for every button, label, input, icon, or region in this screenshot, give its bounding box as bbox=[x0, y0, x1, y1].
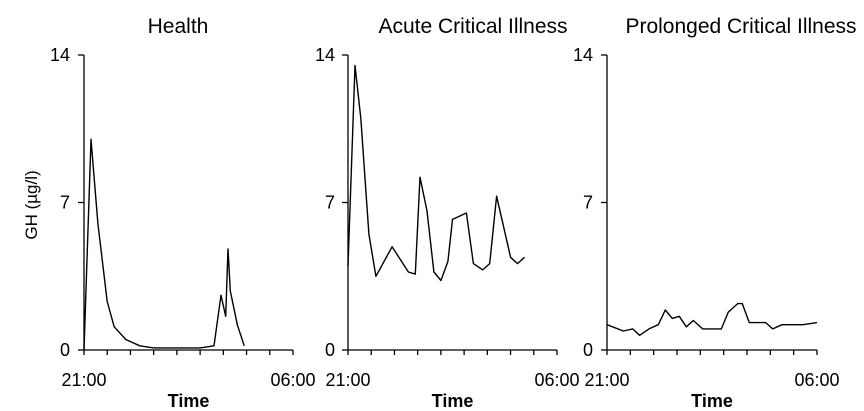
x-tick-label: 21:00 bbox=[325, 370, 370, 390]
chart-panel-1: Health 0 7 14 21:00 06:00 Time bbox=[50, 15, 316, 411]
y-tick-label: 0 bbox=[325, 340, 335, 360]
y-tick-label: 7 bbox=[60, 193, 70, 213]
y-tick-label: 14 bbox=[573, 45, 593, 65]
x-tick-label: 21:00 bbox=[584, 370, 629, 390]
y-tick-label: 0 bbox=[60, 340, 70, 360]
x-axis-label: Time bbox=[432, 391, 474, 411]
x-axis-label: Time bbox=[691, 391, 733, 411]
y-tick-label: 7 bbox=[325, 193, 335, 213]
y-tick-label: 0 bbox=[583, 340, 593, 360]
y-tick-label: 14 bbox=[315, 45, 335, 65]
x-tick-label: 06:00 bbox=[534, 370, 579, 390]
series-line bbox=[606, 302, 818, 336]
series-line bbox=[83, 138, 245, 351]
chart-title: Health bbox=[148, 15, 209, 38]
y-tick-label: 7 bbox=[583, 193, 593, 213]
x-axis-label: Time bbox=[168, 391, 210, 411]
chart-panel-3: Prolonged Critical Illness 0 7 14 21:00 06:00… bbox=[573, 15, 857, 411]
y-tick-label: 14 bbox=[50, 45, 70, 65]
series-line bbox=[347, 64, 525, 282]
x-tick-label: 21:00 bbox=[61, 370, 106, 390]
x-tick-label: 06:00 bbox=[794, 370, 839, 390]
chart-title: Prolonged Critical Illness bbox=[625, 15, 856, 38]
chart-title: Acute Critical Illness bbox=[378, 15, 567, 38]
y-axis-label: GH (µg/l) bbox=[22, 170, 41, 239]
chart-panel-2: Acute Critical Illness 0 7 14 21:00 06:00 Time bbox=[315, 15, 580, 411]
x-tick-label: 06:00 bbox=[270, 370, 315, 390]
